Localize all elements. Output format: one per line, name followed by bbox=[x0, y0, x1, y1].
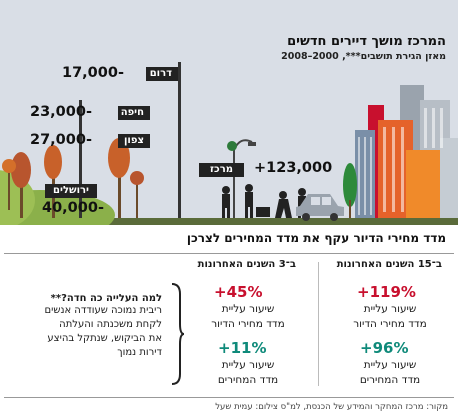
region-value-south: 17,000- bbox=[62, 65, 124, 81]
street-lamp-icon bbox=[227, 139, 256, 218]
source-credit: מקור: מרכז המחקר והמידע של הכנסת, למ"ס צ… bbox=[215, 402, 448, 412]
chart-subtitle: מאזן הגירת תושבים***, 2000–2008 bbox=[281, 51, 446, 62]
stat-label-cpi-15y-line1: שיעור עליית bbox=[363, 359, 417, 371]
stat-label-3y-line2: מדד מחירי הדיור bbox=[211, 318, 285, 330]
car-icon bbox=[296, 194, 344, 221]
stat-housing-3y: +45% bbox=[214, 283, 263, 301]
city-scene bbox=[0, 62, 458, 225]
stat-label-3y-line1: שיעור עליית bbox=[221, 303, 275, 315]
sign-jerusalem: ירושלים bbox=[45, 184, 97, 198]
note-line: ריבית נמוכה שעודדה אנשים bbox=[44, 305, 162, 316]
section-title: מדד מחירי הדיור עקף את מדד המחירים לצרכן bbox=[186, 231, 446, 245]
infographic-illustration: המרכז מושך דיירים חדשים מאזן הגירת תושבי… bbox=[0, 0, 458, 225]
column-heading-3y: ב־3 השנים האחרונות bbox=[197, 259, 296, 270]
stat-housing-15y: +119% bbox=[357, 283, 416, 301]
stat-cpi-3y: +11% bbox=[218, 339, 267, 357]
note-line: דירות נמוך bbox=[117, 347, 162, 358]
stat-label-cpi-3y-line1: שיעור עליית bbox=[221, 359, 275, 371]
column-heading-15y: ב־15 השנים האחרונות bbox=[336, 259, 442, 270]
explanation-note: למה העלייה כה חדה?** ריבית נמוכה שעודדה … bbox=[12, 293, 162, 360]
sign-haifa: חיפה bbox=[118, 106, 150, 120]
column-divider bbox=[318, 262, 319, 386]
brace-icon bbox=[171, 283, 185, 385]
sign-north: צפון bbox=[118, 134, 150, 148]
note-line: לקחת משכנתה והעלתה bbox=[59, 319, 162, 330]
sign-south: דרום bbox=[146, 67, 178, 81]
tree-icon bbox=[2, 138, 144, 218]
divider bbox=[4, 253, 454, 254]
region-value-haifa: 23,000- bbox=[30, 104, 92, 120]
divider bbox=[4, 397, 454, 398]
title-block: המרכז מושך דיירים חדשים מאזן הגירת תושבי… bbox=[281, 34, 446, 62]
stat-label-15y-line2: מדד מחירי הדיור bbox=[353, 318, 427, 330]
note-line: את הביקוש, שנתקל בהיצע bbox=[47, 333, 162, 344]
note-title: למה העלייה כה חדה?** bbox=[50, 293, 162, 304]
chart-title: המרכז מושך דיירים חדשים bbox=[287, 34, 446, 49]
stat-cpi-15y: +96% bbox=[360, 339, 409, 357]
stat-label-cpi-15y-line2: מדד המחירים bbox=[359, 374, 421, 386]
region-value-jerusalem: 40,000- bbox=[42, 200, 104, 216]
region-value-center: +123,000 bbox=[254, 160, 333, 176]
sign-center: מרכז bbox=[199, 163, 244, 177]
region-value-north: 27,000- bbox=[30, 132, 92, 148]
buildings-icon bbox=[343, 85, 458, 218]
stat-label-15y-line1: שיעור עליית bbox=[363, 303, 417, 315]
stat-label-cpi-3y-line2: מדד המחירים bbox=[217, 374, 279, 386]
